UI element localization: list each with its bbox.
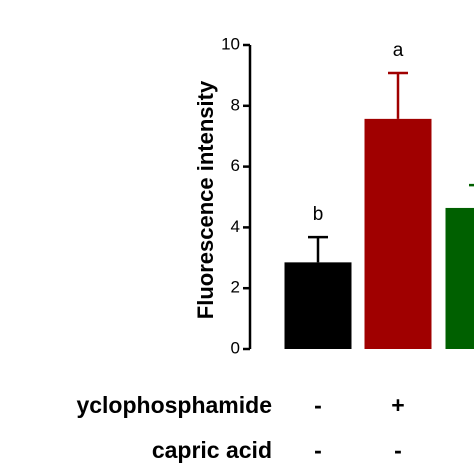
y-tick-label: 10 — [221, 34, 240, 53]
row-cell: - — [314, 437, 322, 463]
bar — [284, 262, 352, 349]
y-tick-label: 0 — [231, 338, 240, 357]
bar — [364, 118, 432, 349]
y-axis-label: Fluorescence intensity — [193, 80, 218, 319]
significance-letter: b — [313, 204, 324, 225]
y-tick-label: 2 — [231, 278, 240, 297]
y-tick-label: 6 — [231, 156, 240, 175]
y-tick-label: 8 — [231, 95, 240, 114]
y-tick-label: 4 — [231, 217, 240, 236]
significance-letter: a — [393, 40, 404, 61]
row-label: yclophosphamide — [76, 392, 272, 418]
row-label: capric acid — [152, 437, 272, 463]
bar — [445, 207, 474, 349]
row-cell: - — [394, 437, 402, 463]
row-cell: + — [391, 392, 404, 418]
row-cell: - — [314, 392, 322, 418]
